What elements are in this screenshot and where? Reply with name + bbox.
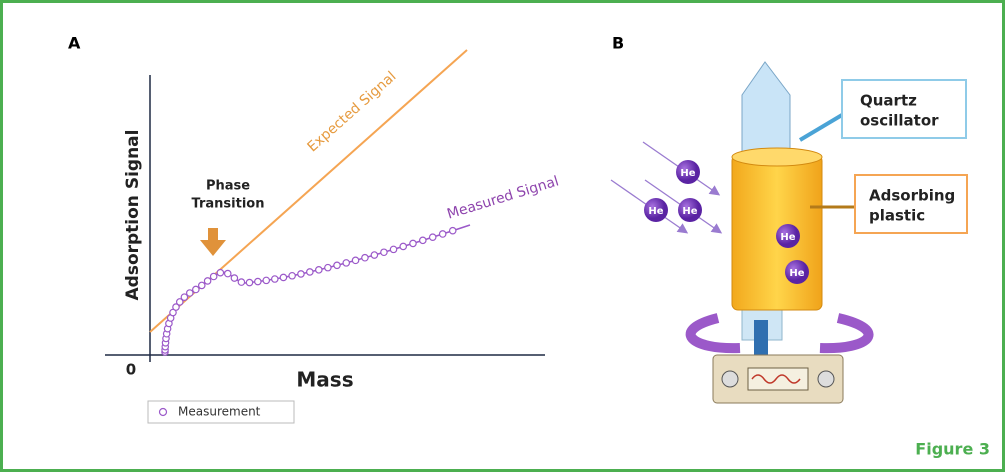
measurement-marker	[450, 228, 456, 234]
measurement-marker	[289, 273, 295, 279]
measurement-marker	[390, 246, 396, 252]
measurement-marker	[352, 257, 358, 263]
callout-text: Adsorbing	[869, 187, 955, 205]
legend-marker	[160, 409, 167, 416]
measurement-marker	[307, 269, 313, 275]
measurement-marker	[430, 234, 436, 240]
measurement-marker	[400, 243, 406, 249]
he-label: He	[682, 206, 697, 217]
origin-label: 0	[126, 361, 136, 379]
he-label: He	[680, 168, 695, 179]
callout-text: Quartz	[860, 92, 917, 110]
measurement-marker	[410, 240, 416, 246]
measurement-marker	[210, 273, 216, 279]
measurement-marker	[420, 237, 426, 243]
callout-text: plastic	[869, 207, 925, 225]
y-axis-label: Adsorption Signal	[123, 130, 143, 301]
figure-label: Figure 3	[915, 440, 990, 459]
measurement-marker	[272, 276, 278, 282]
display	[748, 368, 808, 390]
knob	[818, 371, 834, 387]
knob	[722, 371, 738, 387]
figure: A Adsorption Signal Mass 0 Expected Sign…	[0, 0, 1005, 472]
measurement-marker	[263, 277, 269, 283]
measurement-marker	[362, 255, 368, 261]
panel-label: A	[68, 34, 81, 53]
panel-label: B	[612, 34, 624, 53]
measurement-marker	[231, 275, 237, 281]
callout-text: oscillator	[860, 112, 939, 130]
annotation: Transition	[192, 197, 265, 212]
measurement-marker	[238, 279, 244, 285]
measurement-marker	[204, 278, 210, 284]
shaft	[754, 320, 768, 360]
measurement-marker	[193, 286, 199, 292]
measurement-marker	[280, 274, 286, 280]
measurement-marker	[217, 270, 223, 276]
measurement-marker	[439, 231, 445, 237]
frame	[2, 2, 1004, 471]
measurement-marker	[325, 264, 331, 270]
x-axis-label: Mass	[296, 368, 353, 392]
he-label: He	[780, 232, 795, 243]
measurement-marker	[334, 262, 340, 268]
measurement-marker	[316, 267, 322, 273]
measurement-marker	[255, 278, 261, 284]
cylinder-top	[732, 148, 822, 166]
annotation: Phase	[206, 179, 250, 194]
measurement-marker	[381, 249, 387, 255]
measurement-marker	[298, 271, 304, 277]
measurement-marker	[199, 282, 205, 288]
measurement-marker	[225, 270, 231, 276]
measurement-marker	[187, 290, 193, 296]
he-label: He	[648, 206, 663, 217]
legend-label: Measurement	[178, 405, 261, 419]
measurement-marker	[371, 252, 377, 258]
he-label: He	[789, 268, 804, 279]
measurement-marker	[246, 279, 252, 285]
measurement-marker	[343, 260, 349, 266]
